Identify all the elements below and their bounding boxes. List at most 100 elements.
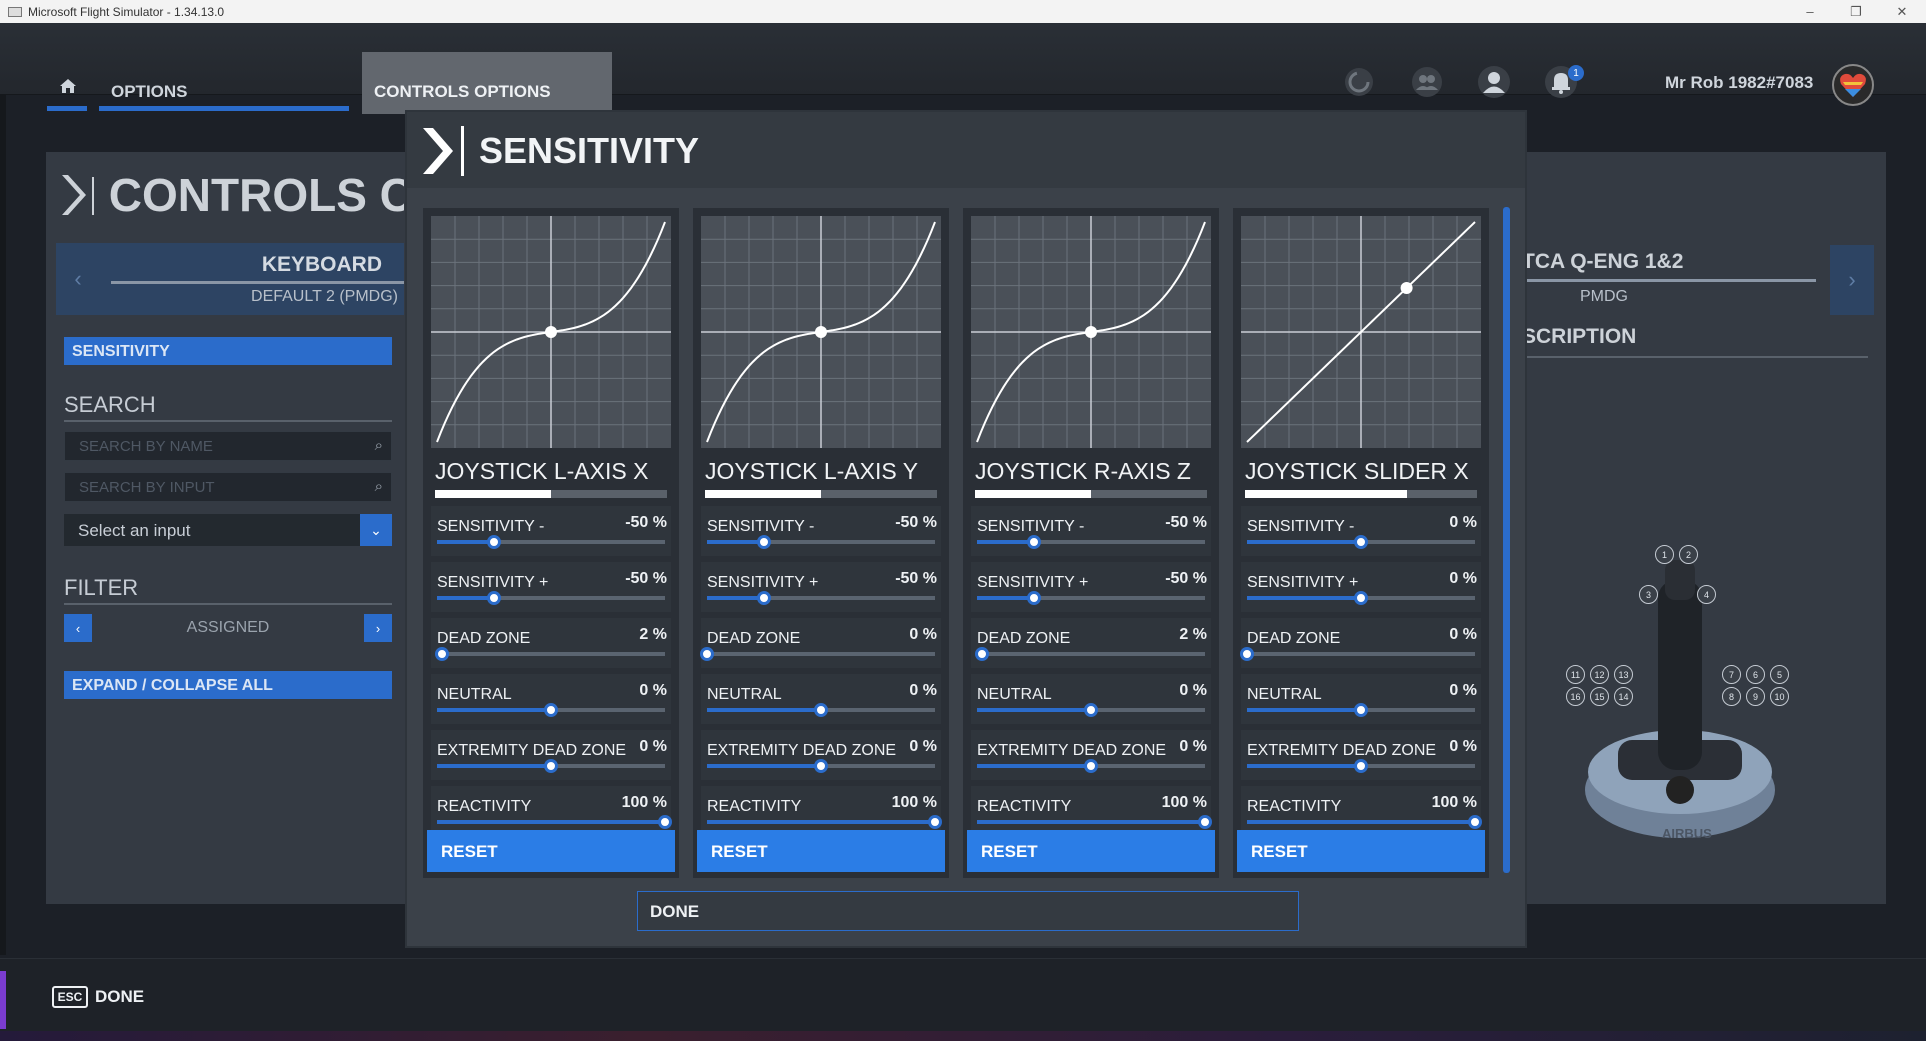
setting-value: -50 % [895,570,937,587]
reset-button[interactable]: RESET [1237,830,1485,872]
slider-handle[interactable] [757,591,771,605]
bottom-done-button[interactable]: DONE [95,987,145,1006]
slider-handle[interactable] [700,647,714,661]
slider-handle[interactable] [1198,815,1212,829]
setting-slider[interactable] [707,535,935,549]
slider-handle[interactable] [928,815,942,829]
slider-handle[interactable] [757,535,771,549]
setting-slider[interactable] [707,703,935,717]
search-by-input-field[interactable]: SEARCH BY INPUT ⌕ [64,472,392,502]
slider-handle[interactable] [1354,591,1368,605]
slider-handle[interactable] [1084,703,1098,717]
slider-handle[interactable] [1240,647,1254,661]
setting-row: SENSITIVITY + -50 % [701,562,941,612]
setting-row: REACTIVITY 100 % [701,786,942,836]
minimize-button[interactable]: – [1806,4,1814,19]
close-window-button[interactable]: ✕ [1896,3,1908,19]
reset-button[interactable]: RESET [967,830,1215,872]
setting-slider[interactable] [1247,535,1475,549]
slider-handle[interactable] [544,703,558,717]
setting-value: 100 % [1431,794,1477,811]
setting-slider[interactable] [437,591,665,605]
page-title: CONTROLS C [60,168,404,222]
username[interactable]: Mr Rob 1982#7083 [1665,73,1814,92]
setting-row: NEUTRAL 0 % [431,674,671,724]
slider-handle[interactable] [1468,815,1482,829]
slider-handle[interactable] [487,535,501,549]
slider-handle[interactable] [814,759,828,773]
setting-slider[interactable] [974,647,1205,661]
slider-handle[interactable] [1354,759,1368,773]
slider-handle[interactable] [814,703,828,717]
slider-handle[interactable] [434,647,449,661]
setting-slider[interactable] [977,815,1212,829]
setting-slider[interactable] [437,703,665,717]
setting-label: EXTREMITY DEAD ZONE [437,742,627,759]
chevron-left-icon[interactable]: ‹ [74,266,82,291]
setting-slider[interactable] [437,759,665,773]
modal-title: SENSITIVITY [479,130,700,171]
home-tab[interactable] [47,58,87,111]
tab-controls-options[interactable]: CONTROLS OPTIONS [362,52,612,114]
joystick-button-label: 13 [1614,665,1633,684]
profile-icon[interactable] [1477,65,1511,99]
setting-slider[interactable] [1247,703,1475,717]
home-icon [59,78,77,99]
axis-card: JOYSTICK R-AXIS Z SENSITIVITY - -50 % SENSI… [963,208,1219,878]
window-title: Microsoft Flight Simulator - 1.34.13.0 [28,4,225,19]
chevron-left-icon[interactable]: ‹ [64,614,92,642]
slider-handle[interactable] [544,759,558,773]
setting-slider[interactable] [1247,591,1475,605]
setting-slider[interactable] [707,815,942,829]
slider-handle[interactable] [1354,703,1368,717]
select-input-dropdown[interactable]: Select an input ⌄ [64,514,392,546]
setting-slider[interactable] [707,591,935,605]
reset-button[interactable]: RESET [427,830,675,872]
avatar[interactable] [1832,64,1874,106]
setting-label: SENSITIVITY - [437,518,545,535]
setting-slider[interactable] [437,815,672,829]
joystick-button-label: 7 [1722,665,1741,684]
setting-value: 0 % [909,738,937,755]
tab-options[interactable]: OPTIONS [99,58,349,111]
done-button[interactable]: DONE [637,891,1299,931]
description-title: SCRIPTION [1522,325,1637,348]
setting-slider[interactable] [707,759,935,773]
slider-handle[interactable] [1027,591,1041,605]
slider-handle[interactable] [974,647,989,661]
chevron-right-icon[interactable]: › [364,614,392,642]
search-by-name-input[interactable]: SEARCH BY NAME ⌕ [64,431,392,461]
expand-collapse-all-button[interactable]: EXPAND / COLLAPSE ALL [64,671,392,699]
setting-slider[interactable] [437,535,665,549]
chevron-right-icon[interactable]: › [1830,245,1874,315]
esc-key-icon[interactable]: ESC [52,986,88,1008]
slider-handle[interactable] [1354,535,1368,549]
setting-slider[interactable] [1240,647,1475,661]
friends-icon[interactable] [1410,65,1444,99]
setting-slider[interactable] [977,759,1205,773]
joystick-button-label: 16 [1566,687,1585,706]
setting-slider[interactable] [700,647,935,661]
setting-row: SENSITIVITY - -50 % [701,506,941,556]
setting-slider[interactable] [977,535,1205,549]
setting-slider[interactable] [434,647,665,661]
slider-handle[interactable] [1084,759,1098,773]
setting-slider[interactable] [977,591,1205,605]
joystick-button-label: 12 [1590,665,1609,684]
axis-position-bar [435,490,667,498]
activity-icon[interactable] [1342,65,1376,99]
setting-slider[interactable] [977,703,1205,717]
setting-slider[interactable] [1247,759,1475,773]
chevron-down-icon[interactable]: ⌄ [360,514,392,546]
slider-handle[interactable] [487,591,501,605]
scrollbar[interactable] [1503,207,1510,873]
setting-slider[interactable] [1247,815,1482,829]
setting-row: DEAD ZONE 2 % [971,618,1211,668]
sensitivity-button[interactable]: SENSITIVITY [64,337,392,365]
setting-value: -50 % [625,570,667,587]
reset-button[interactable]: RESET [697,830,945,872]
slider-handle[interactable] [1027,535,1041,549]
restore-button[interactable]: ❐ [1850,3,1862,19]
slider-handle[interactable] [658,815,672,829]
device-profile[interactable]: DEFAULT 2 (PMDG) [251,288,398,305]
